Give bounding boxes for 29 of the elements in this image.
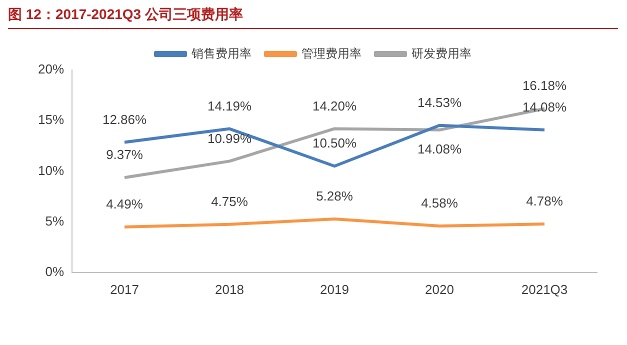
- data-label: 4.58%: [421, 196, 458, 211]
- data-label: 10.50%: [312, 136, 357, 151]
- data-label: 5.28%: [316, 188, 354, 204]
- x-tick-label: 2018: [215, 282, 244, 297]
- data-label: 14.53%: [417, 94, 462, 110]
- data-label: 14.20%: [312, 98, 357, 114]
- x-tick-label: 2020: [425, 282, 454, 297]
- legend-label: 研发费用率: [412, 46, 472, 60]
- y-tick-label: 20%: [38, 62, 64, 77]
- data-label: 4.78%: [526, 194, 564, 209]
- data-label: 10.99%: [207, 130, 252, 146]
- data-label: 14.08%: [417, 141, 462, 156]
- x-tick-label: 2017: [110, 282, 139, 297]
- data-label: 14.19%: [207, 98, 252, 114]
- data-label: 12.86%: [102, 112, 147, 127]
- chart-title: 图 12：2017-2021Q3 公司三项费用率: [8, 6, 243, 24]
- legend-label: 管理费用率: [302, 46, 362, 60]
- legend-label: 销售费用率: [190, 46, 252, 60]
- data-label: 16.18%: [522, 78, 567, 94]
- data-label: 4.75%: [211, 194, 248, 209]
- y-tick-label: 15%: [38, 112, 64, 128]
- data-label: 9.37%: [106, 147, 144, 162]
- x-tick-label: 2019: [320, 282, 349, 297]
- data-label: 14.08%: [522, 99, 567, 114]
- data-label: 4.49%: [106, 196, 144, 212]
- y-tick-label: 5%: [45, 213, 64, 228]
- y-tick-label: 10%: [38, 162, 64, 178]
- y-tick-label: 0%: [45, 264, 64, 279]
- x-tick-label: 2021Q3: [521, 282, 568, 297]
